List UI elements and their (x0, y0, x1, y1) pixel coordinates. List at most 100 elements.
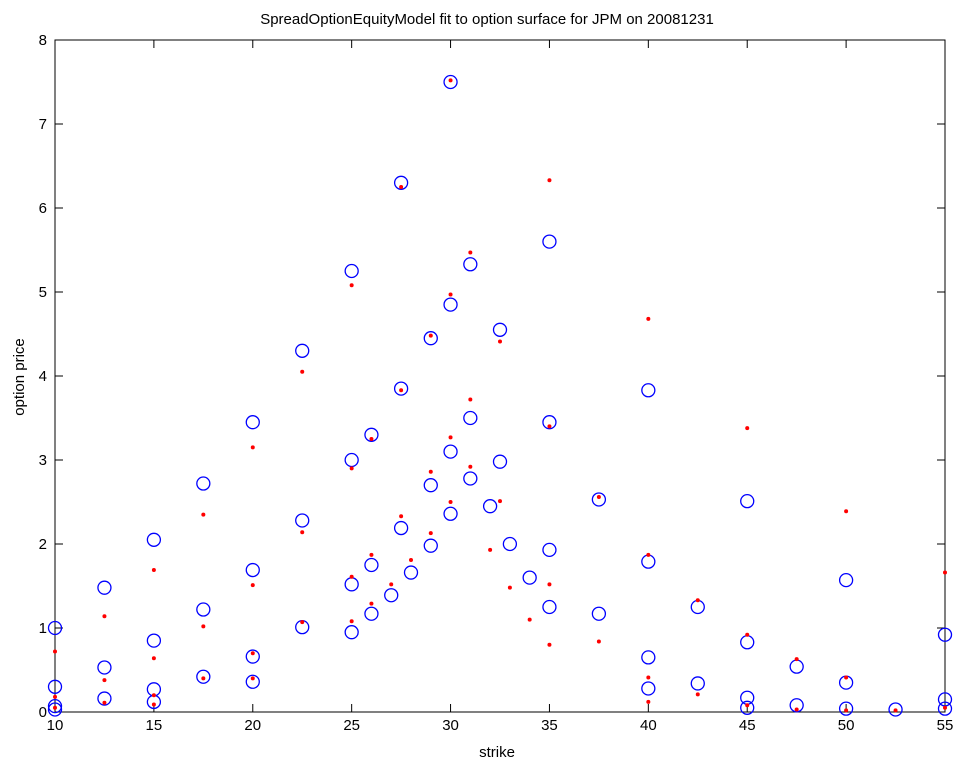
red-dot-point (547, 642, 552, 647)
red-dot-point (745, 426, 750, 431)
red-dot-point (300, 530, 305, 535)
red-dot-point (102, 614, 107, 619)
red-dot-point (468, 397, 473, 402)
red-dot-point (53, 649, 57, 654)
red-dot-point (151, 656, 156, 661)
blue-circle-point (789, 698, 804, 713)
x-tick-label: 10 (47, 717, 64, 734)
red-dot-point (507, 585, 512, 590)
blue-circle-point (97, 660, 112, 675)
red-dot-point (428, 469, 433, 474)
red-dot-point (151, 568, 156, 573)
red-dot-point (102, 678, 107, 683)
blue-circle-point (443, 297, 458, 312)
blue-circle-point (542, 234, 557, 249)
blue-circle-point (393, 175, 409, 190)
blue-circle-point (591, 606, 607, 621)
red-dot-point (201, 676, 206, 681)
red-dot-point (695, 598, 700, 603)
blue-circle-point (146, 633, 162, 648)
blue-circle-point (463, 410, 478, 426)
red-dot-point (102, 700, 107, 705)
blue-circle-point (492, 454, 508, 469)
red-dot-point (794, 657, 799, 662)
blue-circle-point (295, 343, 310, 358)
blue-circle-point (47, 620, 63, 636)
red-dot-point (646, 552, 651, 557)
blue-circle-point (937, 627, 953, 642)
red-dot-point (547, 582, 552, 587)
blue-circle-point (295, 513, 310, 528)
red-dot-point (201, 624, 206, 629)
red-dot-point (349, 466, 354, 471)
red-dot-point (300, 620, 305, 625)
red-dot-point (646, 316, 651, 321)
x-tick-label: 25 (343, 717, 360, 734)
blue-circle-point (146, 532, 162, 547)
blue-circle-point (443, 506, 458, 521)
blue-circle-point (384, 588, 399, 603)
y-tick-label: 7 (39, 116, 47, 133)
y-tick-label: 2 (39, 536, 47, 553)
red-dot-point (369, 437, 374, 441)
red-dot-point (448, 500, 453, 504)
y-tick-label: 1 (39, 620, 47, 637)
blue-circle-point (196, 602, 211, 617)
red-dot-point (201, 512, 206, 517)
x-axis-label: strike (479, 744, 515, 761)
red-dot-point (349, 619, 354, 624)
y-tick-label: 3 (39, 452, 47, 469)
red-dot-point (369, 552, 374, 557)
blue-circle-point (423, 331, 438, 346)
blue-circle-point (641, 681, 656, 696)
red-dot-point (893, 708, 898, 713)
red-dot-point (498, 499, 502, 504)
y-tick-label: 4 (39, 368, 47, 385)
red-dot-point (488, 547, 493, 552)
red-dot-point (349, 283, 354, 288)
red-dot-point (547, 424, 552, 429)
blue-circle-point (423, 538, 438, 553)
blue-circle-point (344, 625, 359, 640)
y-axis-label: option price (11, 338, 28, 416)
blue-circle-point (245, 674, 260, 689)
blue-circle-point (97, 580, 112, 595)
red-dot-point (448, 78, 453, 83)
red-dot-point (468, 250, 473, 255)
x-tick-label: 40 (640, 717, 657, 734)
red-dot-point (695, 692, 700, 697)
red-dot-point (745, 632, 750, 637)
red-dot-point (844, 708, 849, 713)
blue-circle-point (196, 669, 211, 684)
blue-circle-point (245, 562, 260, 578)
blue-circle-point (542, 415, 557, 430)
blue-circle-point (740, 494, 755, 509)
blue-circle-point (443, 74, 458, 90)
red-dot-point (943, 570, 947, 575)
blue-circle-point (245, 649, 260, 664)
red-dot-point (527, 617, 532, 622)
red-dot-point (794, 707, 799, 712)
blue-circle-point (364, 557, 379, 573)
red-dot-point (844, 675, 849, 680)
blue-circle-point (690, 676, 705, 691)
red-dot-point (53, 694, 57, 699)
blue-circle-point (344, 263, 359, 279)
x-tick-label: 20 (244, 717, 261, 734)
red-dot-point (498, 339, 502, 344)
red-dot-point (646, 699, 651, 704)
x-tick-label: 15 (146, 717, 163, 734)
red-dot-point (409, 557, 413, 562)
blue-circle-point (591, 492, 607, 507)
blue-circle-point (641, 650, 656, 665)
blue-circle-point (393, 520, 409, 536)
blue-circle-point (502, 536, 518, 552)
x-tick-label: 50 (838, 717, 855, 734)
red-dot-point (250, 676, 255, 681)
red-dot-point (547, 178, 552, 183)
blue-circle-point (492, 322, 508, 337)
y-tick-label: 0 (39, 704, 47, 721)
blue-circle-point (423, 478, 438, 493)
blue-circle-point (47, 702, 63, 717)
blue-circle-point (364, 427, 379, 442)
